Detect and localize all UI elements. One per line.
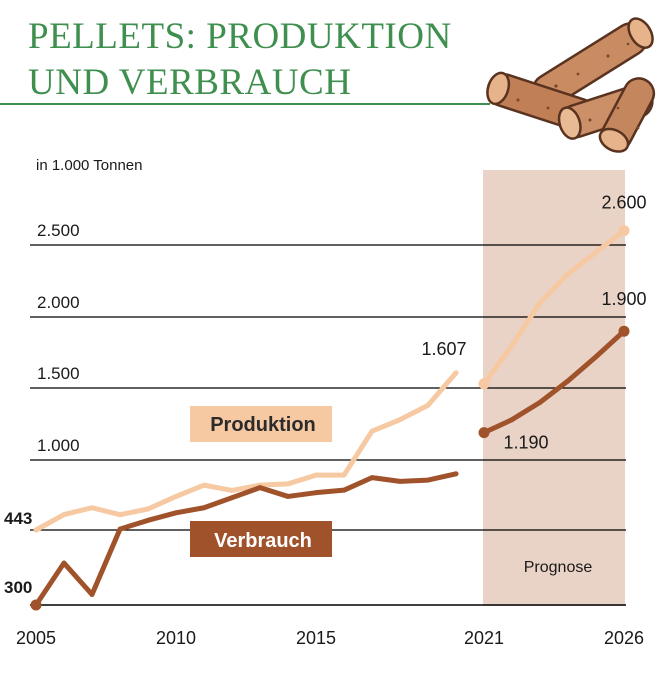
- x-tick-label-2015: 2015: [296, 628, 336, 648]
- point-verbrauch-2023: [537, 400, 543, 405]
- point-produktion-2011: [201, 482, 207, 488]
- point-verbrauch-2009: [145, 517, 151, 523]
- legend-verbrauch-swatch: [190, 521, 332, 557]
- point-verbrauch-2017: [369, 475, 375, 480]
- point-produktion-2017: [369, 428, 375, 434]
- data-labels: 1.607 2.600 1.190 1.900: [421, 193, 646, 453]
- point-verbrauch-2013: [257, 485, 263, 491]
- point-verbrauch-2024: [565, 378, 571, 384]
- y-tick-label-1000: 1.000: [37, 436, 80, 455]
- chart-title: PELLETS: PRODUKTION UND VERBRAUCH: [28, 14, 488, 106]
- point-verbrauch-2012: [229, 495, 235, 501]
- data-label-verbrauch-2021: 1.190: [503, 433, 548, 453]
- point-verbrauch-2020: [453, 471, 459, 477]
- unit-label: in 1.000 Tonnen: [36, 157, 143, 174]
- y-tick-label-1500: 1.500: [37, 364, 80, 383]
- point-produktion-2018: [397, 417, 403, 423]
- point-produktion-2006: [61, 512, 67, 517]
- point-verbrauch-2014: [285, 494, 291, 499]
- legend-verbrauch-label: Verbrauch: [214, 530, 312, 552]
- chart-title-line-2: UND VERBRAUCH: [28, 62, 352, 103]
- marker-verbrauch-2005: [30, 599, 42, 611]
- x-axis-tick-labels: 2005 2010 2015 2021 2026: [16, 628, 644, 648]
- point-produktion-2005: [33, 527, 39, 533]
- y-tick-label-2500: 2.500: [37, 221, 80, 240]
- series-line-produktion-history: [33, 370, 459, 533]
- chart-title-line-1: PELLETS: PRODUKTION: [28, 16, 452, 57]
- y-tick-label-300: 300: [4, 578, 32, 597]
- point-verbrauch-2007: [89, 592, 95, 597]
- marker-verbrauch-2026: [618, 325, 630, 337]
- forecast-label: Prognose: [524, 559, 593, 576]
- x-tick-label-2026: 2026: [604, 628, 644, 648]
- point-produktion-2008: [117, 512, 123, 518]
- point-produktion-2009: [145, 506, 151, 512]
- point-verbrauch-2016: [341, 487, 347, 493]
- point-verbrauch-2010: [173, 510, 179, 516]
- legend-produktion-label: Produktion: [210, 414, 316, 436]
- point-verbrauch-2018: [397, 478, 403, 484]
- series-line-verbrauch-history: [33, 471, 459, 608]
- data-label-produktion-2026: 2.600: [601, 193, 646, 213]
- point-produktion-2016: [341, 472, 347, 478]
- x-tick-label-2010: 2010: [156, 628, 196, 648]
- data-label-verbrauch-2026: 1.900: [601, 289, 646, 309]
- point-produktion-2025: [593, 249, 599, 255]
- point-produktion-2019: [425, 402, 431, 408]
- point-produktion-2012: [229, 488, 235, 493]
- point-produktion-2010: [173, 494, 179, 499]
- point-verbrauch-2011: [201, 505, 207, 511]
- title-underline: [0, 103, 490, 105]
- x-tick-label-2021: 2021: [464, 628, 504, 648]
- marker-produktion-2026: [618, 225, 630, 237]
- point-verbrauch-2008: [117, 526, 123, 532]
- x-tick-label-2005: 2005: [16, 628, 56, 648]
- point-produktion-2015: [313, 472, 319, 478]
- point-verbrauch-2006: [61, 560, 67, 566]
- point-produktion-2007: [89, 505, 95, 511]
- point-verbrauch-2019: [425, 477, 431, 483]
- series-line-produktion-forecast: [481, 228, 627, 387]
- marker-verbrauch-2021: [478, 427, 490, 439]
- point-produktion-2023: [537, 300, 543, 305]
- point-verbrauch-2015: [313, 490, 319, 496]
- legend-verbrauch: Verbrauch: [190, 521, 332, 557]
- point-produktion-2014: [285, 481, 291, 487]
- point-verbrauch-2025: [593, 354, 599, 360]
- point-verbrauch-2022: [509, 417, 515, 423]
- y-tick-label-2000: 2.000: [37, 293, 80, 312]
- point-produktion-2024: [565, 271, 571, 277]
- marker-produktion-2021: [478, 378, 490, 390]
- series-line-verbrauch-forecast: [481, 328, 627, 436]
- point-produktion-2022: [509, 343, 515, 348]
- point-produktion-2020: [453, 370, 459, 376]
- data-label-produktion-2020: 1.607: [421, 339, 466, 359]
- gridlines: [30, 244, 626, 606]
- y-tick-label-443: 443: [4, 509, 32, 528]
- series-layer: [30, 225, 630, 611]
- wood-pellets-icon: [486, 17, 656, 153]
- legend-produktion: Produktion: [190, 406, 332, 442]
- legend-produktion-swatch: [190, 406, 332, 442]
- y-axis-tick-labels: 2.500 2.000 1.500 1.000 443 300: [4, 221, 80, 597]
